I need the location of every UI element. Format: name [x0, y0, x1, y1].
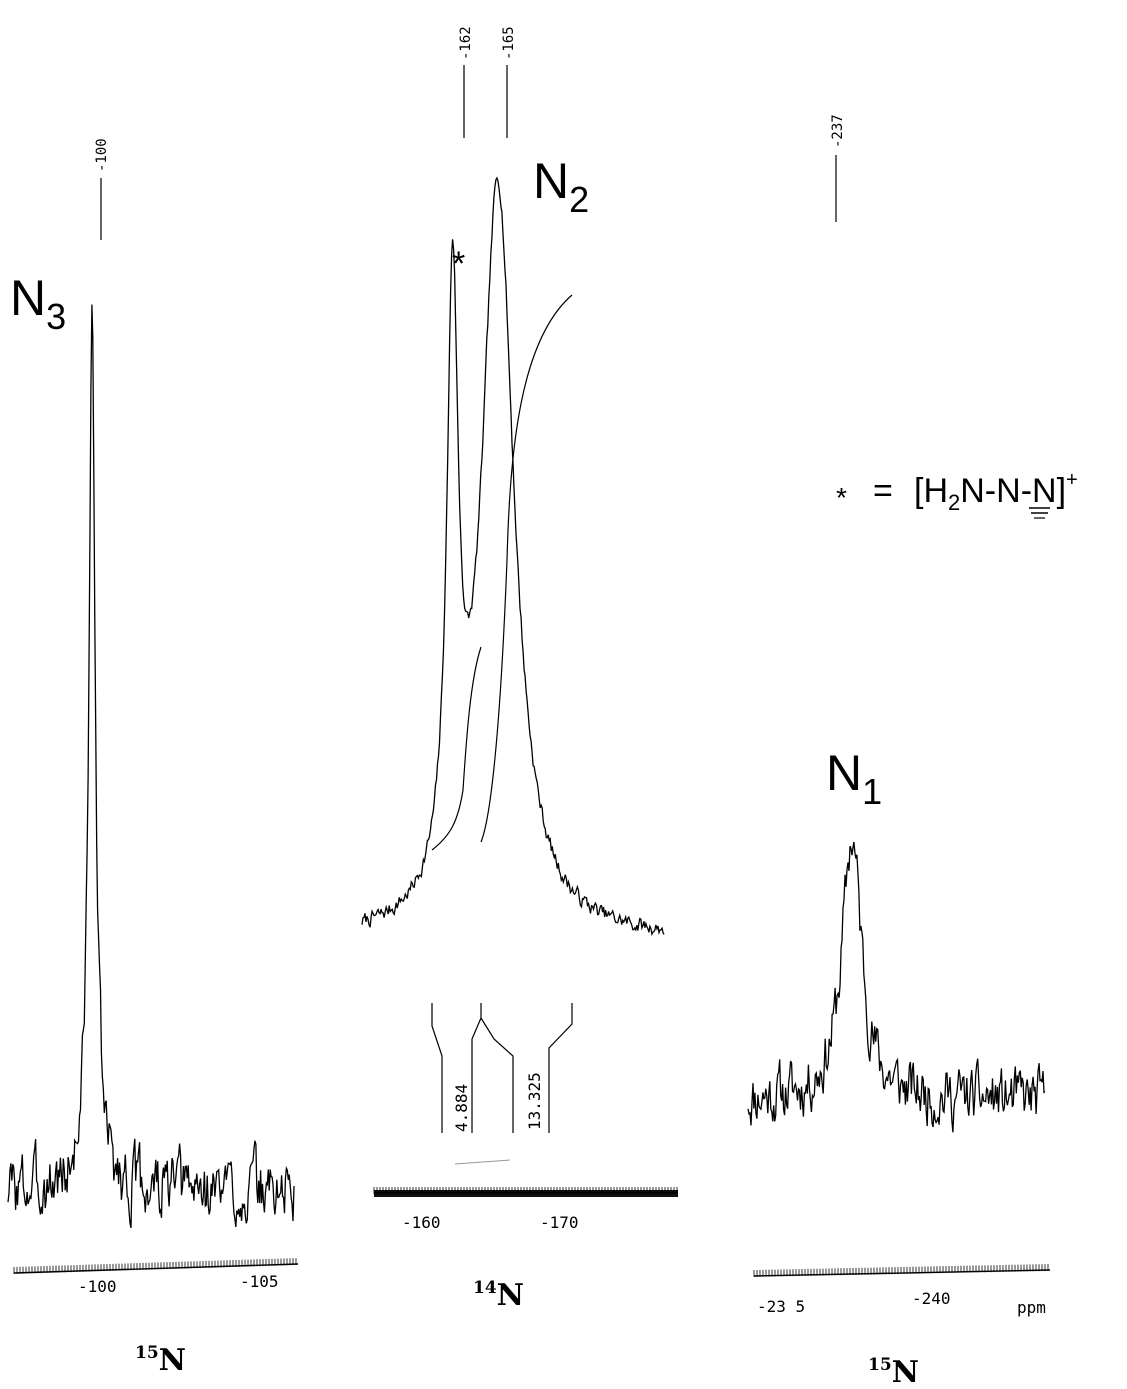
ppm-axis-n1	[753, 1264, 1051, 1277]
peak-label-n2: N2	[533, 153, 589, 220]
nucleus-label-n2: 14N	[473, 1278, 524, 1313]
spectrum-trace-n2	[361, 176, 665, 937]
legend-equals: =	[873, 472, 893, 510]
impurity-legend: * = [H2N-N-N]+	[836, 469, 1078, 519]
tick-label-n1-2: -240	[912, 1289, 951, 1308]
ppm-axis-n3	[13, 1258, 299, 1274]
tick-label-n1-3: ppm	[1017, 1298, 1046, 1317]
peak-pick-label-n3: -100	[94, 138, 110, 172]
panel-n2: -162 -165 N2 * 4.884 13.325 -160 -170 14…	[361, 26, 678, 1313]
integral-bracket-4	[548, 1003, 573, 1133]
tick-label-n1-1: -23 5	[757, 1297, 805, 1316]
tick-label-n3-1: -100	[78, 1277, 117, 1296]
peak-pick-label-n1: -237	[830, 114, 846, 148]
legend-formula: [H2N-N-N]+	[914, 469, 1078, 515]
integral-bracket-1	[431, 1003, 443, 1133]
peak-label-n1: N1	[826, 745, 882, 812]
peak-label-n3: N3	[10, 270, 66, 337]
peak-pick-label-n2-a: -162	[458, 26, 474, 60]
spectrum-trace-n1	[747, 841, 1046, 1133]
integral-bracket-2	[471, 1003, 482, 1133]
stray-mark	[454, 1159, 511, 1165]
integral-value-2: 13.325	[525, 1072, 544, 1130]
axis-n1-baseline	[753, 1269, 1051, 1277]
integral-brackets	[431, 1003, 573, 1133]
tick-label-n2-2: -170	[540, 1213, 579, 1232]
legend-underlined-n: N	[996, 472, 1021, 510]
ppm-axis-n2-ticks	[373, 1187, 678, 1194]
integral-curve-2	[480, 294, 573, 843]
panel-n3: -100 N3 -100 -105 15N	[7, 138, 299, 1378]
nucleus-label-n1: 15N	[868, 1355, 919, 1389]
impurity-star: *	[452, 245, 465, 283]
integral-value-1: 4.884	[452, 1084, 471, 1132]
nucleus-label-n3: 15N	[135, 1343, 186, 1378]
panel-n1: -237 N1 -23 5 -240 ppm 15N	[747, 114, 1051, 1389]
tick-label-n2-1: -160	[402, 1213, 441, 1232]
tick-label-n3-2: -105	[240, 1272, 279, 1291]
integral-curve-1	[431, 646, 482, 851]
peak-pick-label-n2-b: -165	[501, 26, 517, 60]
spectrum-trace-n3	[7, 304, 295, 1229]
integral-bracket-3	[480, 1017, 514, 1133]
legend-star: *	[836, 482, 847, 513]
